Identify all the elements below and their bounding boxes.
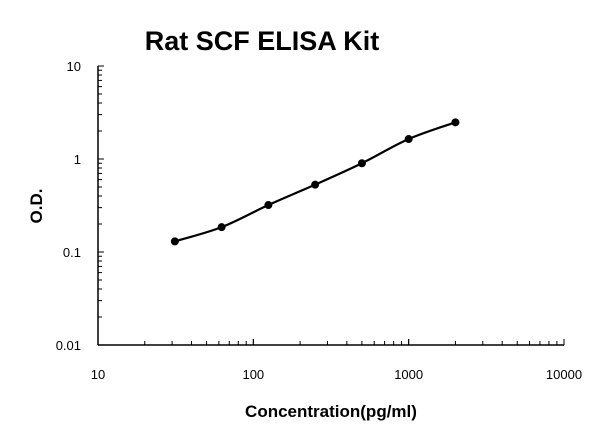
y-tick-label: 0.1 (63, 245, 81, 260)
data-points (170, 118, 460, 246)
data-point (357, 159, 366, 168)
axes (97, 65, 565, 346)
data-point (311, 180, 320, 189)
y-tick-label: 10 (67, 59, 81, 74)
tick-labels: 0.01 0.1 1 10 10 100 1000 10000 (56, 59, 582, 382)
x-tick-label: 10000 (546, 367, 582, 382)
data-point (264, 201, 273, 210)
y-tick-label: 1 (74, 152, 81, 167)
x-tick-label: 1000 (394, 367, 423, 382)
y-tick-label: 0.01 (56, 338, 81, 353)
chart-title: Rat SCF ELISA Kit (145, 26, 380, 56)
x-axis-label: Concentration(pg/ml) (245, 402, 417, 421)
x-tick-label: 100 (242, 367, 264, 382)
x-tick-label: 10 (91, 367, 105, 382)
data-point (170, 237, 179, 246)
data-point (404, 135, 413, 144)
data-point (451, 118, 460, 127)
y-axis-label: O.D. (27, 189, 46, 224)
data-point (217, 223, 226, 232)
